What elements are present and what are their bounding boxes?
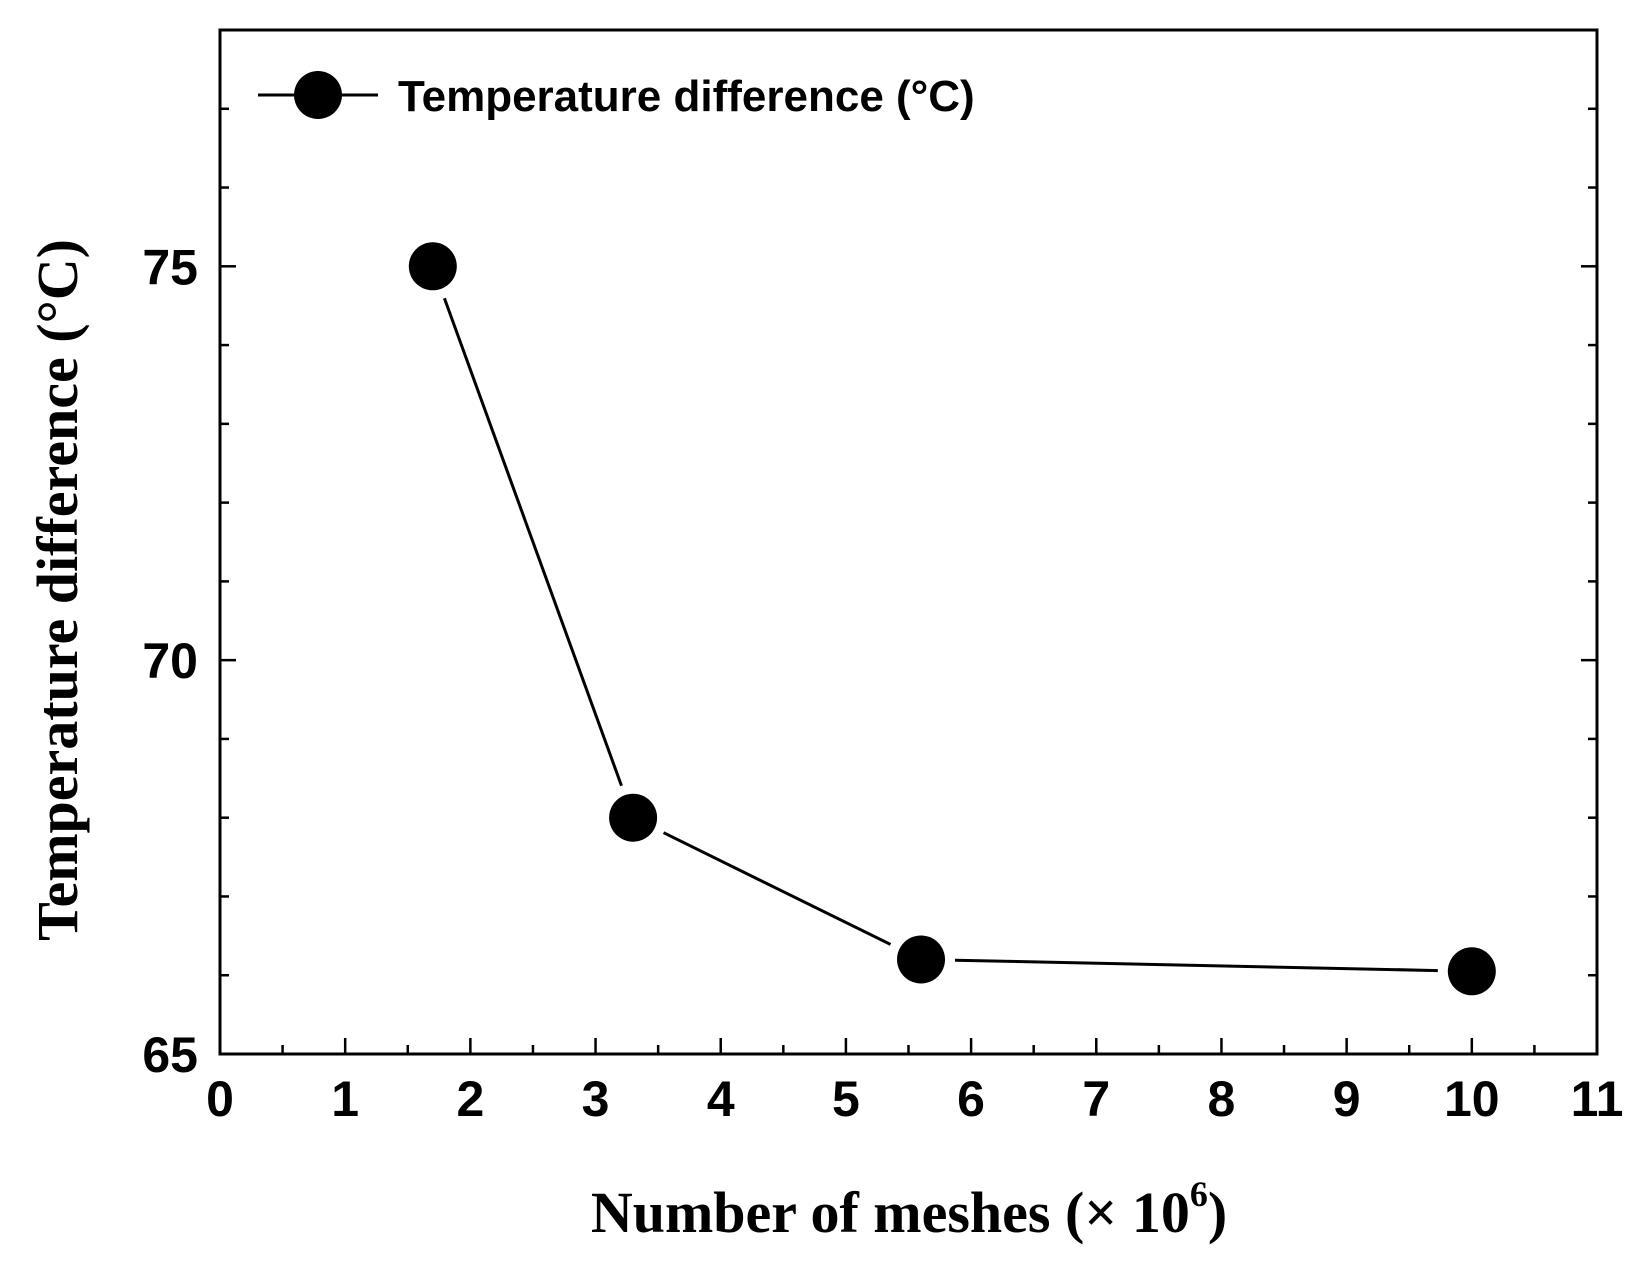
y-tick-label: 65 (142, 1027, 198, 1083)
data-point (897, 935, 946, 984)
series-group (408, 242, 1496, 996)
y-tick-labels: 65 70 75 (142, 239, 198, 1083)
x-axis-title: Number of meshes (× 106) (591, 1174, 1227, 1245)
x-tick-label: 7 (1082, 1071, 1110, 1127)
legend-label: Temperature difference (°C) (398, 72, 975, 121)
x-tick-label: 2 (456, 1071, 484, 1127)
data-point (408, 242, 457, 291)
series-line-segment (443, 297, 623, 787)
x-tick-label: 6 (957, 1071, 985, 1127)
x-tick-labels: 0 1 2 3 4 5 6 7 8 9 10 11 (206, 1071, 1623, 1127)
tick-marks (218, 28, 1599, 1056)
y-tick-label: 75 (142, 239, 198, 295)
series-line-segment (954, 958, 1438, 973)
x-tick-label: 8 (1208, 1071, 1236, 1127)
series-line-segment (662, 831, 892, 946)
y-tick-label: 70 (142, 633, 198, 689)
legend-marker (294, 71, 342, 119)
x-tick-label: 5 (832, 1071, 860, 1127)
x-tick-label: 9 (1333, 1071, 1361, 1127)
x-tick-label: 11 (1571, 1071, 1624, 1127)
plot-frame (218, 28, 1599, 1056)
legend: Temperature difference (°C) (258, 71, 975, 121)
data-point (609, 793, 658, 842)
x-tick-label: 4 (707, 1071, 735, 1127)
x-tick-label: 10 (1444, 1071, 1500, 1127)
data-point (1447, 947, 1496, 996)
x-tick-label: 0 (206, 1071, 234, 1127)
x-tick-label: 3 (582, 1071, 610, 1127)
y-axis-title: Temperature difference (°C) (25, 239, 90, 941)
x-tick-label: 1 (331, 1071, 359, 1127)
